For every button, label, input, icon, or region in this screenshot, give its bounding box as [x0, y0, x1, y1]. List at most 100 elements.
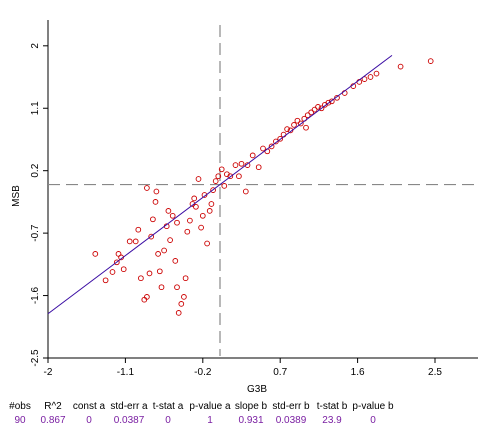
data-point [178, 301, 185, 307]
data-point [249, 152, 256, 159]
data-point [303, 124, 309, 131]
stats-value: 0 [370, 415, 376, 426]
data-point [218, 166, 225, 173]
data-point [138, 275, 144, 282]
stats-value: 0 [86, 415, 92, 426]
data-point [184, 228, 191, 235]
data-point [255, 164, 262, 171]
data-point [172, 258, 179, 264]
data-point [132, 238, 139, 245]
data-point [152, 199, 159, 205]
stats-value: 0.0389 [275, 415, 307, 426]
data-point [167, 237, 173, 243]
x-tick-label: 1.6 [351, 367, 365, 378]
data-point [260, 145, 266, 152]
stats-header: std-err b [272, 401, 310, 412]
data-point [174, 219, 180, 226]
data-point [318, 105, 325, 112]
data-point [181, 294, 187, 300]
data-point [144, 185, 150, 191]
data-point [102, 277, 109, 284]
stats-value-row: 90 0.867 0 0.0387 0 1 0.931 0.0389 23.9 0 [0, 415, 503, 429]
data-point [208, 201, 215, 207]
x-tick-label: -1.1 [117, 367, 135, 378]
data-point [193, 203, 199, 210]
data-point [397, 63, 404, 70]
mean-lines [48, 25, 478, 356]
stats-header: t-stat a [152, 401, 184, 412]
data-point [215, 173, 222, 180]
stats-header: #obs [9, 401, 31, 412]
y-tick-label: 2 [30, 43, 41, 49]
y-axis: -2.5 -1.6 -0.7 0.2 1.1 2 [30, 43, 48, 367]
data-point [297, 120, 304, 127]
data-point [120, 266, 127, 273]
data-point [156, 268, 163, 275]
data-point [169, 212, 176, 219]
y-axis-label: MSB [11, 185, 22, 207]
data-point [308, 109, 315, 116]
data-point [113, 259, 120, 266]
scatter-chart: -2 -1.1 -0.2 0.7 1.6 2.5 -2.5-1.6-0.70.21.12 … [11, 20, 478, 395]
data-point [277, 135, 284, 142]
data-point [158, 284, 165, 291]
data-point [294, 117, 301, 124]
data-point [273, 138, 279, 145]
data-point [204, 240, 210, 247]
data-point [304, 112, 311, 119]
data-point [373, 70, 380, 77]
stats-header: p-value a [189, 401, 231, 412]
fit-line [47, 54, 393, 315]
y-tick-label: 0.2 [30, 163, 41, 177]
data-point [153, 188, 160, 195]
data-point [199, 212, 206, 219]
data-point [195, 176, 202, 182]
data-point [427, 58, 434, 64]
data-point [174, 284, 180, 291]
stats-value: 0.0387 [113, 415, 145, 426]
stats-header: std-err a [110, 401, 148, 412]
data-point [227, 173, 234, 180]
stats-value: 90 [14, 415, 26, 426]
data-point [187, 217, 193, 224]
x-tick-label: -2 [44, 367, 53, 378]
data-point [182, 275, 189, 282]
stats-header: const a [72, 401, 106, 412]
plot-frame [47, 20, 478, 359]
y-tick-label: -2.5 [30, 349, 41, 367]
data-point [268, 143, 275, 150]
stats-header: R^2 [44, 401, 62, 412]
stats-header: slope b [234, 401, 268, 412]
data-point [144, 294, 150, 300]
data-point [175, 310, 182, 316]
x-tick-label: 2.5 [428, 367, 442, 378]
x-tick-label: 0.7 [273, 367, 287, 378]
data-point [206, 208, 213, 214]
stats-value: 0.931 [238, 415, 264, 426]
y-tick-label: -1.6 [30, 287, 41, 305]
data-point [221, 183, 228, 189]
y-tick-label: -0.7 [30, 224, 41, 242]
data-point [161, 247, 167, 254]
data-point [198, 224, 204, 231]
data-point [315, 104, 321, 110]
x-tick-label: -0.2 [194, 367, 212, 378]
data-point [165, 208, 172, 214]
data-point [109, 269, 116, 275]
data-point [242, 188, 249, 195]
data-point [236, 173, 242, 180]
data-point [191, 195, 198, 202]
stats-value: 1 [207, 415, 213, 426]
stats-value: 0.867 [40, 415, 66, 426]
stats-value: 0 [165, 415, 171, 426]
fit-line-group [47, 54, 393, 315]
data-point [361, 76, 368, 82]
stats-value: 23.9 [322, 415, 342, 426]
data-point [367, 74, 374, 80]
data-point [311, 106, 318, 113]
data-point [238, 160, 245, 167]
data-point [325, 99, 332, 106]
data-points [92, 58, 434, 316]
y-tick-label: 1.1 [30, 101, 41, 115]
data-point [135, 226, 142, 233]
